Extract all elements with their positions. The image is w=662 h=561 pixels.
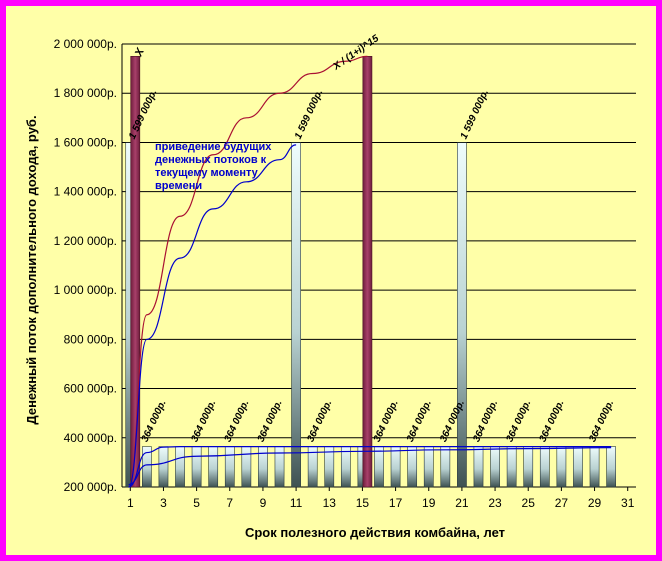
data-label: 364 000р. [504,398,533,443]
data-label: 364 000р. [372,398,401,443]
y-tick-label: 200 000р. [64,480,117,494]
annotation-formula: X / (1+i)^15 [331,33,382,73]
x-tick-label: 3 [160,496,167,510]
cash-flow-bar [224,446,235,488]
cash-flow-bar [241,446,252,488]
x-tick-label: 5 [193,496,200,510]
cash-flow-bar [191,446,202,488]
annotation-note-line: приведение будущих [155,141,272,153]
y-tick-label: 400 000р. [64,431,117,445]
curves [128,55,612,488]
x-tick-label: 15 [356,496,370,510]
cash-flow-bar [324,446,335,488]
x-tick-label: 25 [522,496,536,510]
x-tick-label: 9 [260,496,267,510]
cash-flow-bar [208,446,219,488]
blue-curve [128,446,612,488]
y-tick-label: 1 800 000р. [54,86,117,100]
annotation-note: приведение будущих денежных потоков к те… [155,141,272,192]
cash-flow-bar [390,446,401,488]
cash-flow-bar [340,446,351,488]
x-tick-label: 31 [621,496,635,510]
y-tick-label: 1 000 000р. [54,283,117,297]
y-axis-title: Денежный поток дополнительного дохода, р… [24,115,39,424]
discounted-sum-bar [130,56,141,488]
x-tick-label: 19 [422,496,436,510]
y-tick-label: 600 000р. [64,382,117,396]
x-tick-label: 21 [455,496,469,510]
cash-flow-bar [423,446,434,488]
cash-flow-bar [473,446,484,488]
y-tick-label: 1 200 000р. [54,234,117,248]
data-label: 364 000р. [538,398,567,443]
data-label: 364 000р. [405,398,434,443]
annotation-note-line: денежных потоков к [155,154,267,166]
cash-flow-bar [506,446,517,488]
data-label: 364 000р. [223,398,252,443]
data-label: 364 000р. [140,398,169,443]
x-axis: 1 3 5 7 9 11 13 15 17 19 21 23 25 27 29 31 [122,486,636,510]
cash-flow-bar [291,142,301,488]
cash-flow-bar [457,142,467,488]
cash-flow-bar [589,446,600,488]
x-tick-label: 13 [323,496,337,510]
annotation-note-line: времени [155,180,202,192]
cash-flow-bar [407,446,418,488]
data-label: 1 599 000р. [459,88,492,141]
discounted-sum-bar [362,56,373,488]
cash-flow-bar [606,446,616,488]
cash-flow-bar [556,446,567,488]
cash-flow-bar [175,446,185,488]
cash-flow-bar [158,446,169,488]
x-tick-label: 29 [588,496,602,510]
cash-flow-bar [573,446,583,488]
data-label: 364 000р. [189,398,218,443]
y-axis: 200 000р. 400 000р. 600 000р. 800 000р. 1 00… [54,37,123,494]
x-tick-label: 17 [389,496,403,510]
annotation-note-line: текущему моменту [155,167,259,179]
cash-flow-bar [539,446,550,488]
data-label: 1 599 000р. [293,88,326,141]
y-tick-label: 2 000 000р. [54,37,117,51]
bars [125,56,616,488]
data-label: 364 000р. [305,398,334,443]
x-tick-label: 23 [488,496,502,510]
x-tick-label: 1 [127,496,134,510]
x-tick-label: 27 [555,496,569,510]
blue-curve [128,447,612,486]
x-tick-label: 11 [290,496,303,510]
y-tick-label: 1 600 000р. [54,135,117,149]
cash-flow-bar [374,446,384,488]
cash-flow-bar [440,446,451,488]
red-curve [128,55,368,488]
x-tick-label: 7 [226,496,233,510]
y-tick-label: 800 000р. [64,332,117,346]
blue-curve [128,144,297,488]
y-tick-label: 1 400 000р. [54,185,117,199]
data-label: 364 000р. [256,398,285,443]
data-label: 364 000р. [587,398,616,443]
cash-flow-bar [490,446,500,488]
data-label: 364 000р. [471,398,500,443]
x-axis-title: Срок полезного действия комбайна, лет [245,525,505,540]
cash-flow-bar [523,446,534,488]
